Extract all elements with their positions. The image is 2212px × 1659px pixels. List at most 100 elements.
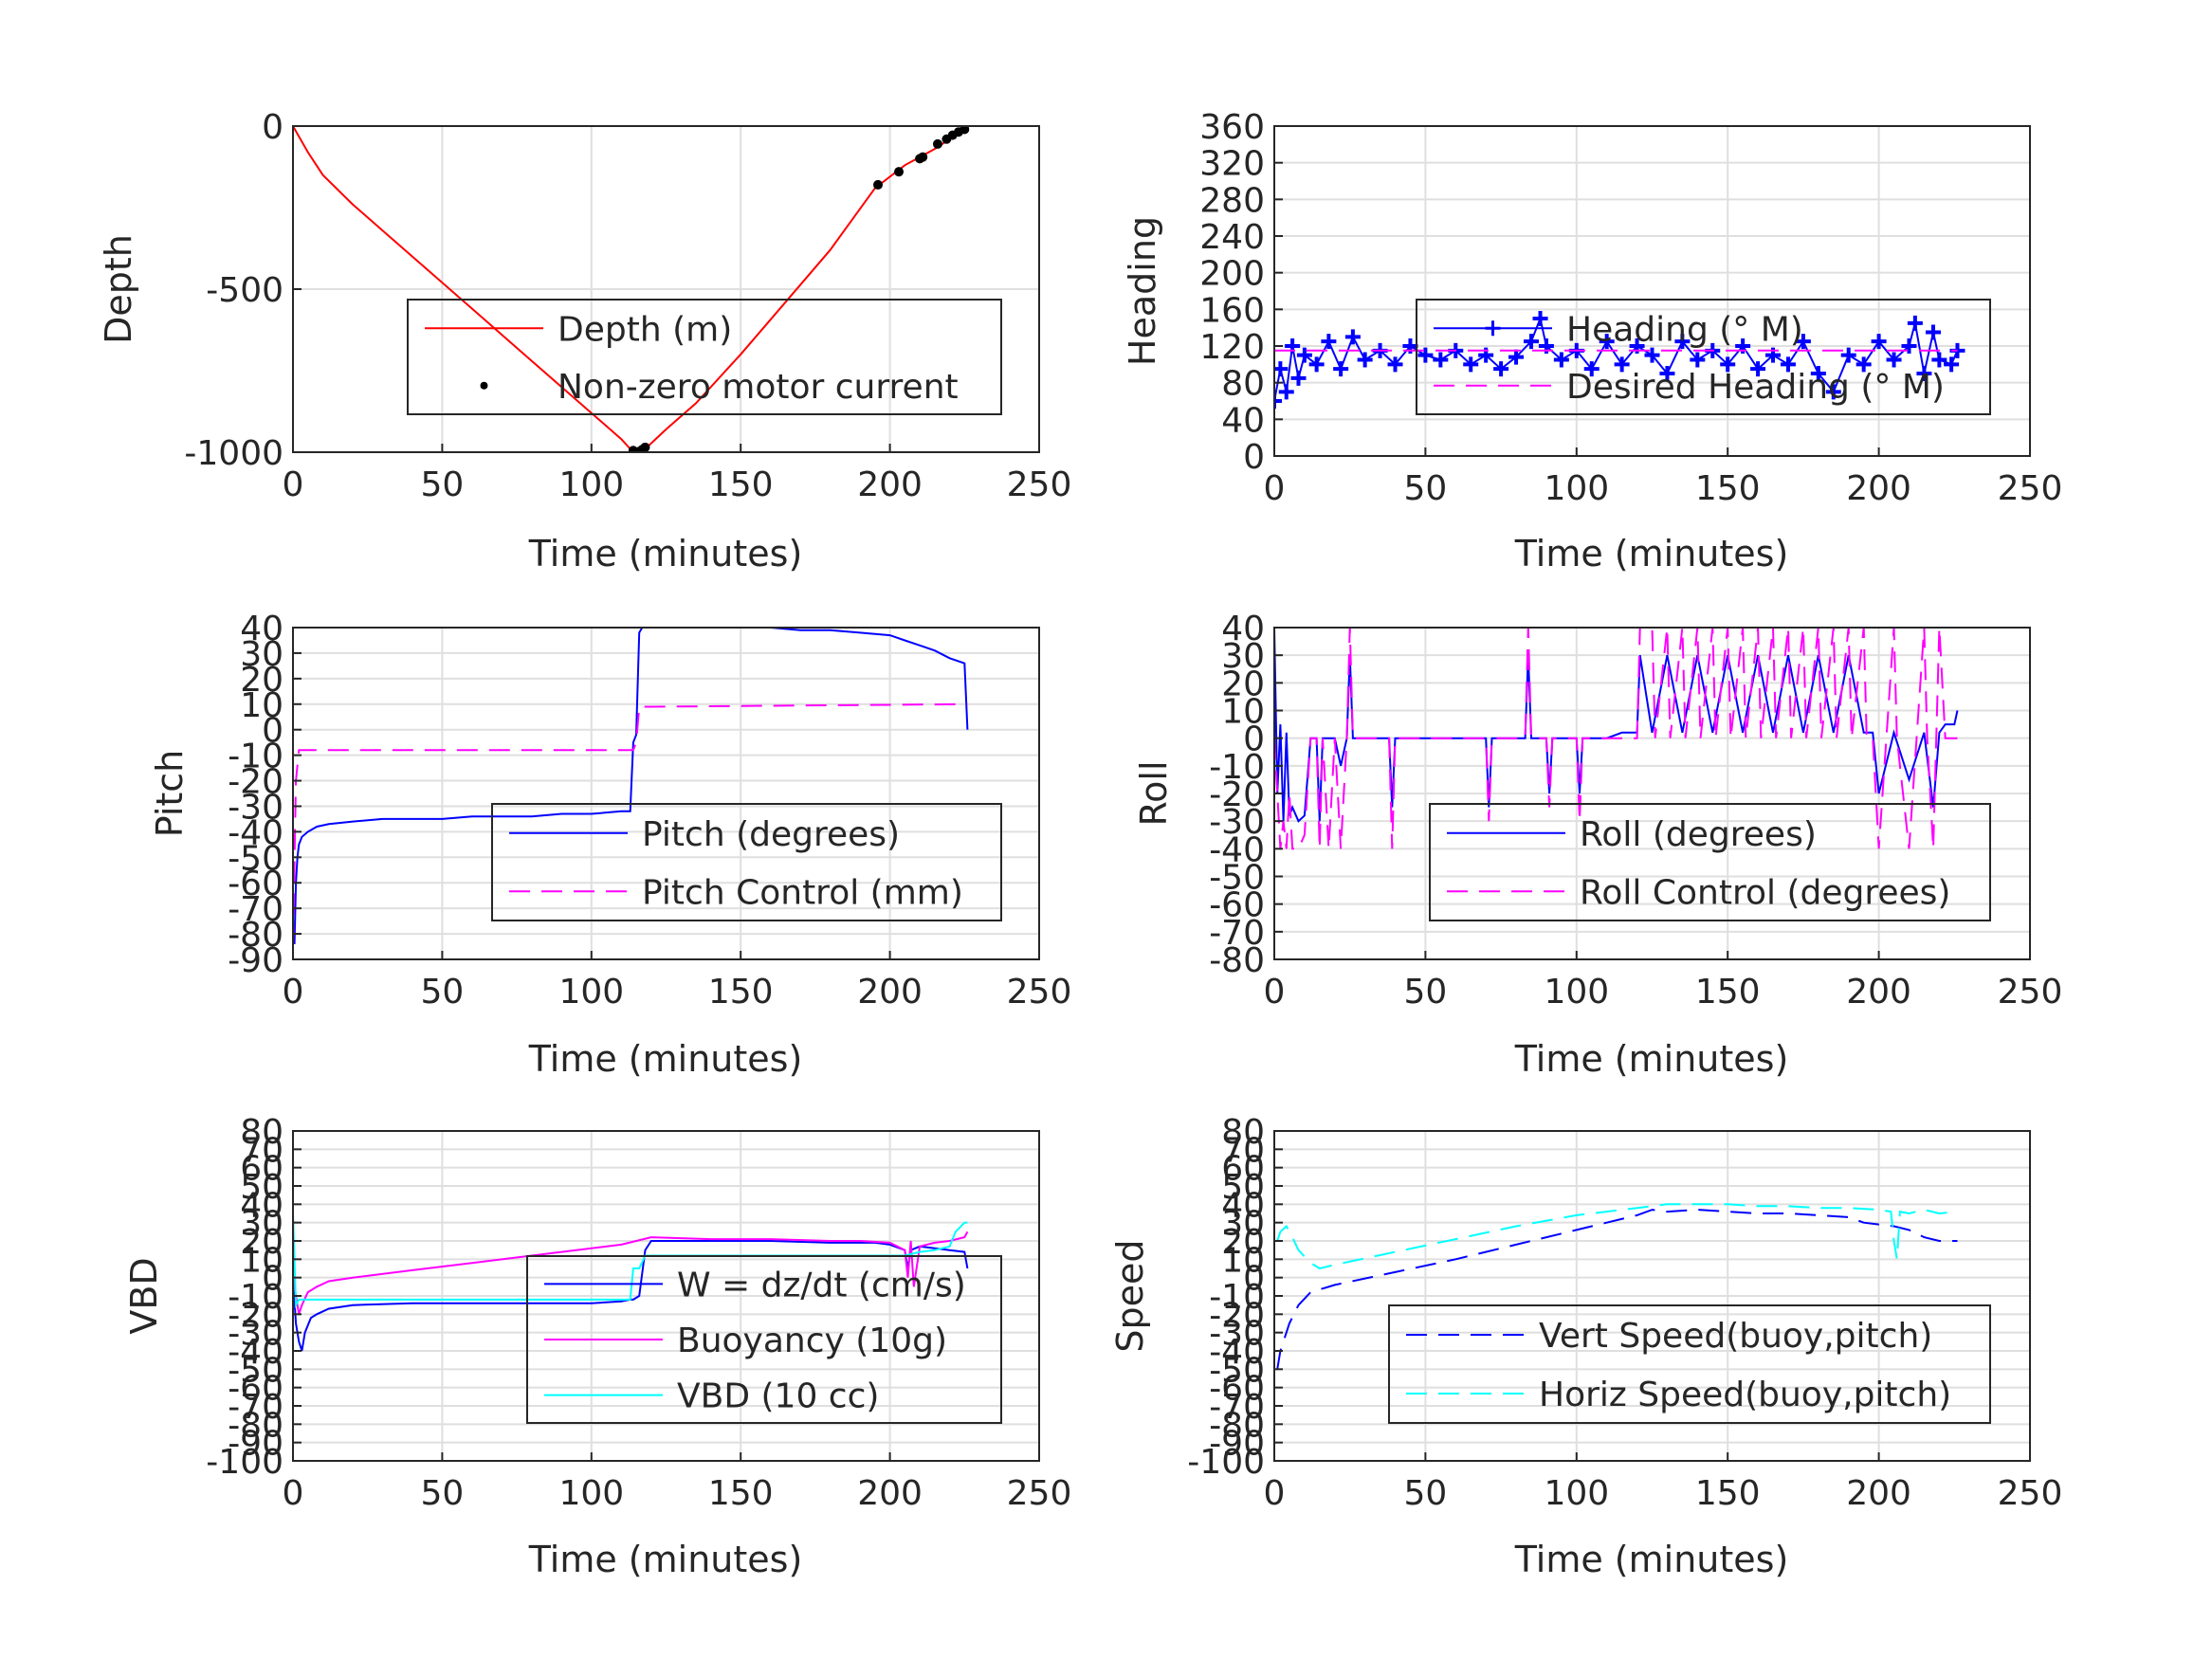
speed-xtick-label: 50 [1403,1474,1447,1513]
roll-ytick-label: -20 [1209,775,1265,814]
heading-heading-plus-marker [1296,347,1312,363]
pitch-axes: Pitch Time (minutes) 0 50 100 150 200 250-90-… [149,610,1071,1080]
heading-heading-plus-marker [1493,361,1509,377]
heading-ytick-label: 240 [1199,218,1265,257]
speed-legend-box [1388,1304,1991,1424]
vbd-ytick-label: 60 [240,1150,283,1189]
speed-ytick-label: 60 [1221,1150,1265,1189]
speed-xtick-label: 250 [1998,1474,2063,1513]
speed-legend-label: Vert Speed(buoy,pitch) [1539,1317,1932,1356]
vbd-series-buoyancy-10g [293,1231,969,1315]
pitch-xtick-label: 50 [420,973,464,1012]
depth-legend-label: Depth (m) [558,310,732,349]
pitch-ytick-label: -50 [228,839,283,878]
heading-heading-plus-marker [1278,384,1294,400]
vbd-ytick-label: -90 [228,1425,283,1464]
heading-heading-plus-marker [1599,334,1615,350]
heading-heading-plus-marker [1810,366,1826,381]
speed-series-horiz-speed-buoy-pitch [1276,1203,1958,1270]
speed-ytick-label: -80 [1209,1406,1265,1445]
vbd-xtick-label: 150 [708,1474,774,1513]
vbd-ylabel: VBD [123,1257,165,1334]
speed-ytick-label: -90 [1209,1425,1265,1464]
pitch-xlabel: Time (minutes) [528,1038,803,1080]
vbd-ytick-label: 0 [262,1260,283,1299]
speed-ytick-label: -20 [1209,1296,1265,1335]
heading-heading-plus-marker [1553,352,1569,368]
roll-xtick-label: 250 [1998,973,2063,1012]
vbd-legend-label: Buoyancy (10g) [677,1322,947,1360]
heading-heading-plus-marker [1750,361,1766,377]
pitch-ytick-label: 40 [240,610,283,648]
depth-legend: Depth (m) Non-zero motor current [407,299,1002,415]
pitch-ytick-label: -60 [228,865,283,903]
pitch-ytick-label: -20 [228,763,283,802]
roll-ytick-label: -50 [1209,859,1265,898]
roll-axes: Roll Time (minutes) 0 50 100 150 200 250-80-7… [1133,610,2062,1080]
vbd-ytick-label: 80 [240,1113,283,1152]
heading-heading-plus-marker [1690,352,1706,368]
pitch-ytick-label: 10 [240,686,283,725]
pitch-ytick-label: -90 [228,941,283,980]
speed-ytick-label: -70 [1209,1388,1265,1427]
roll-legend-box [1429,803,1991,921]
heading-xtick-label: 200 [1846,469,1911,508]
heading-heading-plus-marker [1387,356,1403,373]
speed-legend-label: Horiz Speed(buoy,pitch) [1539,1376,1951,1414]
vbd-ytick-label: 40 [240,1186,283,1225]
vbd-xtick-label: 50 [420,1474,464,1513]
vbd-xtick-label: 250 [1007,1474,1072,1513]
depth-ylabel: Depth [98,234,139,344]
speed-ytick-label: 40 [1221,1186,1265,1225]
heading-heading-plus-marker [1614,356,1630,373]
heading-heading-plus-marker [1840,347,1856,363]
roll-xtick-label: 50 [1403,973,1447,1012]
heading-heading-plus-marker [1931,352,1947,368]
roll-ytick-label: -70 [1209,914,1265,953]
vbd-ytick-label: -40 [228,1333,283,1372]
speed-ytick-label: 20 [1221,1223,1265,1262]
depth-legend-label: Non-zero motor current [558,368,959,407]
pitch-series-pitch-control-mm [293,702,968,947]
heading-ytick-label: 360 [1199,108,1265,147]
heading-heading-plus-marker [1532,311,1548,326]
heading-ytick-label: 280 [1199,181,1265,220]
depth-xtick-label: 250 [1007,465,1072,504]
depth-ytick-label: -500 [206,271,283,310]
heading-heading-plus-marker [1916,366,1932,381]
speed-ytick-label: -10 [1209,1278,1265,1317]
pitch-xtick-label: 150 [708,973,774,1012]
heading-plot-area [1274,311,1965,409]
speed-ytick-label: 80 [1221,1113,1265,1152]
speed-ytick-label: 70 [1221,1131,1265,1170]
heading-xtick-label: 250 [1998,469,2063,508]
heading-heading-plus-marker [1508,349,1525,365]
roll-legend: Roll (degrees) Roll Control (degrees) [1429,803,1991,921]
depth-marker-point [960,126,970,135]
vbd-ytick-label: -100 [206,1443,283,1482]
roll-xtick-label: 200 [1846,973,1911,1012]
roll-plot-area [1274,628,1959,850]
pitch-xtick-label: 200 [857,973,923,1012]
heading-heading-plus-marker [1659,366,1675,381]
heading-legend: Heading (° M) Desired Heading (° M) [1416,299,1991,415]
vbd-legend-box [526,1255,1002,1424]
vbd-xtick-label: 0 [283,1474,304,1513]
vbd-plot-area [293,1212,969,1352]
speed-ytick-label: 10 [1221,1241,1265,1280]
speed-legend: Vert Speed(buoy,pitch) Horiz Speed(buoy,p… [1388,1304,1991,1424]
pitch-ylabel: Pitch [149,750,191,838]
heading-ytick-label: 80 [1221,365,1265,404]
roll-ytick-label: -60 [1209,886,1265,925]
roll-xlabel: Time (minutes) [1514,1038,1789,1080]
depth-ytick-label: 0 [262,108,283,147]
heading-heading-plus-marker [1780,356,1796,373]
heading-heading-plus-marker [1856,356,1872,373]
speed-plot-area [1276,1203,1958,1370]
heading-heading-plus-marker [1357,352,1373,368]
vbd-ytick-label: 10 [240,1241,283,1280]
vbd-ytick-label: 50 [240,1168,283,1207]
heading-xlabel: Time (minutes) [1514,533,1789,574]
heading-heading-plus-marker [1871,334,1887,350]
